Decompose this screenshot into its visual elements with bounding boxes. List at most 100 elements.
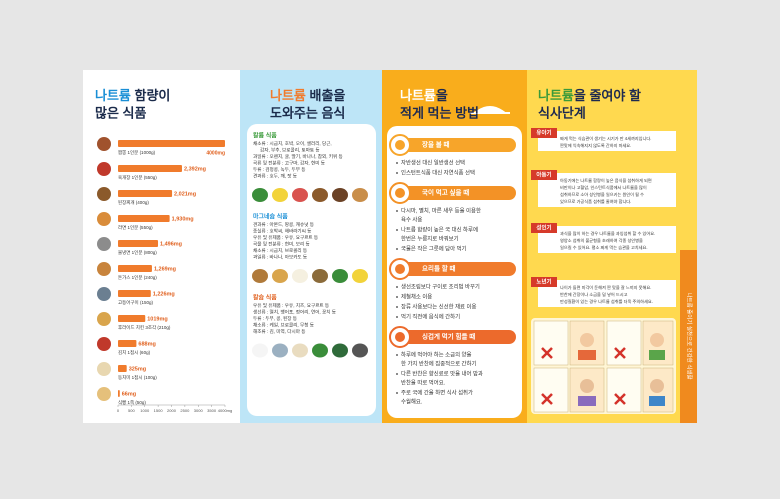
food-image — [312, 343, 328, 358]
list-item: 다시마, 멸치, 마른 새우 등을 이용한 — [401, 206, 481, 214]
list-item: 채소류 : 케일, 브로콜리, 무청 등 — [253, 322, 314, 329]
section-icon-dot — [395, 188, 405, 198]
food-icon — [97, 262, 111, 276]
stage-box — [538, 131, 676, 151]
category-label: 식빵 1쪽 (50g) — [118, 399, 146, 406]
panel-title: 나트륨 배출을 — [270, 88, 345, 103]
value-label: 4000mg — [206, 150, 225, 156]
stage-tab — [531, 277, 557, 287]
category-label: 라면 1인분 (550g) — [118, 224, 153, 231]
bullet — [396, 162, 398, 164]
bullet — [396, 172, 398, 174]
panel-title: 많은 식품 — [95, 105, 146, 120]
bar — [118, 165, 182, 172]
value-label: 1,269mg — [154, 266, 176, 272]
list-item: 견과류 : 호두, 깨, 잣 등 — [253, 173, 297, 180]
stage-text: 있으므로 가공식품 섭취를 줄여야 합니다. — [560, 198, 631, 205]
food-icon — [97, 362, 111, 376]
food-image — [252, 269, 268, 283]
list-item: 과일류 : 오렌지, 귤, 딸기, 바나나, 참외, 키위 등 — [253, 153, 343, 160]
list-item: 제철채소 이용 — [401, 292, 432, 300]
section-header — [402, 186, 516, 200]
bar — [118, 365, 127, 372]
food-icon — [97, 137, 111, 151]
stage-text: 비만이나 고혈압, 인스턴트식품에서 나트륨을 많이 — [560, 184, 647, 191]
list-item: 우유 및 유제품 : 우유, 치즈, 요구르트 등 — [253, 302, 329, 309]
food-icon — [97, 187, 111, 201]
x-tick-label: 0 — [117, 408, 120, 413]
section-header — [402, 138, 516, 152]
value-label: 2,392mg — [184, 166, 206, 172]
section-title: 요리를 할 때 — [422, 264, 456, 273]
stage-label: 아동기 — [536, 170, 551, 178]
list-item: 수월해요. — [401, 397, 422, 405]
food-image — [292, 269, 308, 283]
section-title: 마그네슘 식품 — [253, 213, 288, 221]
bullet — [396, 229, 398, 231]
list-item: 자반생선 대신 일반생선 선택 — [401, 158, 465, 166]
list-item: 견과류 : 아몬드, 땅콩, 캐슈넛 등 — [253, 221, 314, 228]
title-text: 함량이 — [131, 88, 171, 103]
x-tick-label: 1500 — [154, 408, 164, 413]
x-tick-label: 500 — [128, 408, 135, 413]
side-strip — [680, 250, 697, 423]
stage-text: 일으킬 수 있어요. 평소 짜게 먹는 습관을 고치세요. — [560, 244, 648, 251]
bar — [118, 240, 159, 247]
bar — [118, 265, 152, 272]
x-tick-label: 4000mg — [218, 408, 232, 413]
list-item: 생선류 : 멸치, 뱅어포, 정어리, 연어, 꽁치 등 — [253, 309, 336, 316]
title-highlight: 나트륨 — [95, 88, 131, 103]
stage-label: 성인기 — [536, 223, 551, 231]
section-title: 싱겁게 먹기 힘들 때 — [422, 332, 475, 341]
food-image — [292, 188, 308, 202]
list-item: 인스턴트식품 대신 자연식품 선택 — [401, 168, 475, 176]
stage-text: 나이가 들면 미각이 둔해져 짠 맛을 잘 느끼지 못해요. — [560, 284, 651, 291]
stage-text: 아동기에는 나트륨 함량이 높은 음식을 섭취하게 되면 — [560, 177, 652, 184]
food-image — [312, 188, 328, 202]
stage-box — [538, 173, 676, 207]
category-label: 동치미 1접시 (100g) — [118, 374, 157, 381]
section-icon-dot — [395, 332, 405, 342]
food-image — [332, 188, 348, 202]
list-item: 한번은 누룽지로 바꿔보기 — [401, 234, 459, 242]
food-image — [332, 269, 348, 283]
bar — [118, 340, 137, 347]
bar — [118, 290, 151, 297]
bullet — [396, 306, 398, 308]
value-label: 2,021mg — [174, 191, 196, 197]
panel-title: 나트륨 함량이 — [95, 88, 170, 103]
panel-title: 적게 먹는 방법 — [400, 105, 479, 120]
list-item: 두류 : 두부, 콩, 된장 등 — [253, 315, 297, 322]
food-icon — [97, 162, 111, 176]
stage-text: 짠맛에 익숙해지지 않도록 간하지 마세요. — [560, 142, 631, 149]
section-icon-dot — [395, 140, 405, 150]
section-title: 칼슘 식품 — [253, 294, 277, 302]
category-label: 김치 1접시 (60g) — [118, 349, 151, 356]
panel-title: 나트륨을 — [400, 88, 448, 103]
category-label: 짬뽕 1인분 (1000g) — [118, 149, 156, 155]
stage-label: 유아기 — [536, 128, 551, 136]
category-label: 고등어구이 (150g) — [118, 299, 153, 306]
bullet — [396, 210, 398, 212]
food-image — [252, 343, 268, 358]
food-icon — [97, 287, 111, 301]
list-item: 장류 사용보다는 신선한 재료 이용 — [401, 302, 476, 310]
spoon-icon — [470, 106, 510, 114]
x-tick-label: 2500 — [180, 408, 190, 413]
category-label: 물냉면 1인분 (800g) — [118, 249, 157, 256]
stage-text: 짜게 먹는 식습관이 생기는 시기가 만 4세까지입니다. — [560, 135, 651, 142]
stage-tab — [531, 170, 557, 180]
value-label: 66mg — [122, 391, 136, 397]
category-label: 후라이드 치킨 3조각 (210g) — [118, 324, 171, 331]
stage-tab — [531, 223, 557, 233]
bullet — [396, 392, 398, 394]
value-label: 1,930mg — [172, 216, 194, 222]
category-label: 된장찌개 (400g) — [118, 199, 149, 206]
bullet — [396, 248, 398, 250]
list-item: 나트륨 함량이 높은 국 대신 하루에 — [401, 225, 478, 233]
x-tick-label: 2000 — [167, 408, 177, 413]
food-image — [352, 269, 368, 283]
bullet — [396, 286, 398, 288]
